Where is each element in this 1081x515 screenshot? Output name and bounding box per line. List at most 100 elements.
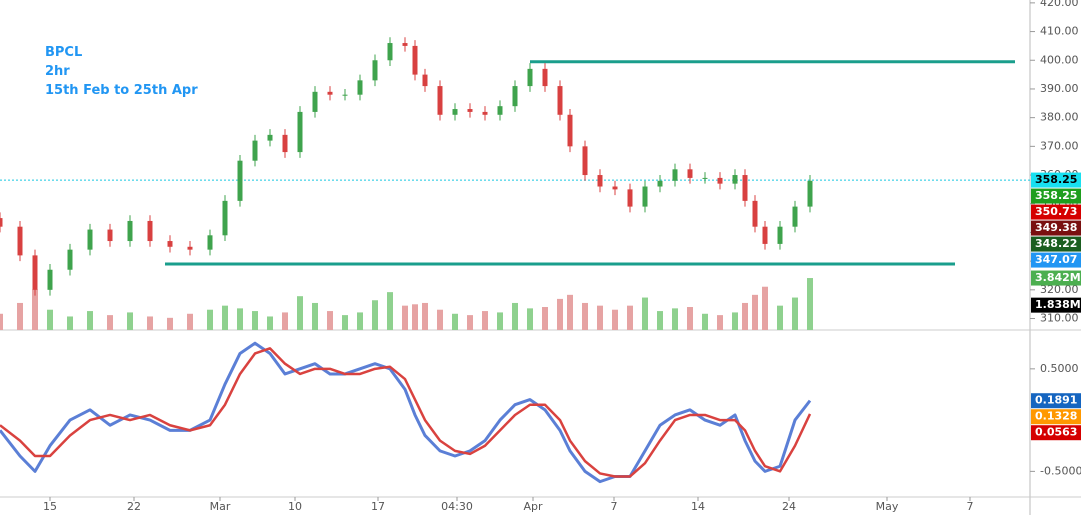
candle-body bbox=[542, 68, 548, 87]
volume-bar bbox=[642, 297, 648, 330]
volume-bar bbox=[372, 300, 378, 330]
candle-body bbox=[642, 186, 648, 207]
candle-body bbox=[777, 226, 783, 244]
volume-bar bbox=[717, 315, 723, 330]
signal-line bbox=[0, 347, 812, 478]
axis-value-tag bbox=[1031, 252, 1081, 268]
candle-body bbox=[437, 86, 443, 115]
volume-bar bbox=[792, 297, 798, 330]
candle-body bbox=[672, 169, 678, 181]
candle-body bbox=[687, 169, 693, 178]
candle-body bbox=[0, 218, 3, 227]
candle-body bbox=[557, 86, 563, 115]
axis-value-label: 3.842M bbox=[1035, 271, 1081, 284]
volume-bar bbox=[482, 311, 488, 330]
volume-bar bbox=[452, 313, 458, 330]
axis-value-label: 1.838M bbox=[1035, 298, 1081, 311]
volume-bar bbox=[567, 294, 573, 330]
candle-body bbox=[482, 111, 488, 115]
candle-body bbox=[467, 109, 473, 112]
candle-body bbox=[297, 111, 303, 153]
volume-bar bbox=[297, 296, 303, 330]
candle-body bbox=[107, 229, 113, 242]
candle-body bbox=[252, 140, 258, 161]
axis-value-tag bbox=[1031, 409, 1081, 425]
volume-bar bbox=[422, 302, 428, 330]
axis-value-label: 358.25 bbox=[1035, 189, 1077, 202]
candle-body bbox=[612, 186, 618, 190]
candle-body bbox=[742, 175, 748, 201]
chart-title: BPCL bbox=[45, 45, 82, 60]
volume-bar bbox=[107, 315, 113, 330]
chart-period: 15th Feb to 25th Apr bbox=[45, 83, 198, 98]
x-tick-label: 17 bbox=[371, 500, 385, 513]
candle-body bbox=[207, 235, 213, 250]
candle-body bbox=[342, 94, 348, 96]
y-tick-label: 420.00 bbox=[1040, 0, 1079, 9]
candle-body bbox=[807, 180, 813, 207]
volume-bar bbox=[512, 302, 518, 330]
volume-bar bbox=[807, 278, 813, 330]
x-tick-label: 7 bbox=[611, 500, 618, 513]
axis-value-label: 350.73 bbox=[1035, 205, 1077, 218]
candle-body bbox=[597, 175, 603, 187]
candle-body bbox=[282, 134, 288, 153]
volume-bar bbox=[467, 315, 473, 330]
candle-body bbox=[187, 246, 193, 250]
volume-bar bbox=[387, 292, 393, 330]
axis-value-tag bbox=[1031, 393, 1081, 409]
volume-bar bbox=[732, 312, 738, 330]
volume-bar bbox=[687, 307, 693, 330]
x-tick-label: 10 bbox=[288, 500, 302, 513]
y-tick-label: 410.00 bbox=[1040, 25, 1079, 38]
x-tick-label: 15 bbox=[43, 500, 57, 513]
chart-subtitle: 2hr bbox=[45, 64, 70, 79]
axis-value-label: 348.22 bbox=[1035, 237, 1077, 250]
volume-bar bbox=[167, 317, 173, 330]
candle-body bbox=[582, 146, 588, 176]
volume-bar bbox=[0, 313, 3, 330]
volume-bar bbox=[327, 311, 333, 330]
axis-value-label: 0.0563 bbox=[1035, 426, 1077, 439]
volume-bar bbox=[67, 316, 73, 330]
volume-bar bbox=[47, 309, 53, 330]
candle-body bbox=[167, 241, 173, 247]
volume-bar bbox=[282, 312, 288, 330]
volume-bar bbox=[542, 307, 548, 330]
volume-bar bbox=[762, 286, 768, 330]
candle-body bbox=[512, 86, 518, 107]
y-tick-label: 320.00 bbox=[1040, 283, 1079, 296]
axis-value-tag bbox=[1031, 297, 1081, 313]
x-tick-label: Apr bbox=[523, 500, 543, 513]
volume-bar bbox=[742, 302, 748, 330]
volume-bar bbox=[222, 305, 228, 330]
volume-bar bbox=[267, 316, 273, 330]
candle-body bbox=[792, 206, 798, 227]
volume-bar bbox=[657, 311, 663, 330]
candle-body bbox=[657, 180, 663, 187]
candle-body bbox=[387, 43, 393, 61]
candle-body bbox=[327, 91, 333, 95]
axis-value-tag bbox=[1031, 172, 1081, 188]
x-tick-label: Mar bbox=[210, 500, 231, 513]
volume-bar bbox=[412, 304, 418, 330]
candle-body bbox=[732, 175, 738, 184]
volume-bar bbox=[357, 312, 363, 330]
volume-bar bbox=[582, 302, 588, 330]
candle-body bbox=[127, 220, 133, 242]
candle-body bbox=[752, 200, 758, 227]
volume-bar bbox=[557, 298, 563, 330]
candle-body bbox=[87, 229, 93, 250]
y-tick-label: 310.00 bbox=[1040, 312, 1079, 325]
volume-bar bbox=[342, 315, 348, 330]
y-tick-label: 390.00 bbox=[1040, 82, 1079, 95]
candle-body bbox=[32, 255, 38, 290]
axis-value-tag bbox=[1031, 204, 1081, 220]
volume-bar bbox=[402, 305, 408, 330]
volume-bar bbox=[252, 311, 258, 330]
x-tick-label: 14 bbox=[691, 500, 705, 513]
axis-value-tag bbox=[1031, 220, 1081, 236]
volume-bar bbox=[147, 316, 153, 330]
x-tick-label: 24 bbox=[782, 500, 796, 513]
candle-body bbox=[67, 249, 73, 270]
